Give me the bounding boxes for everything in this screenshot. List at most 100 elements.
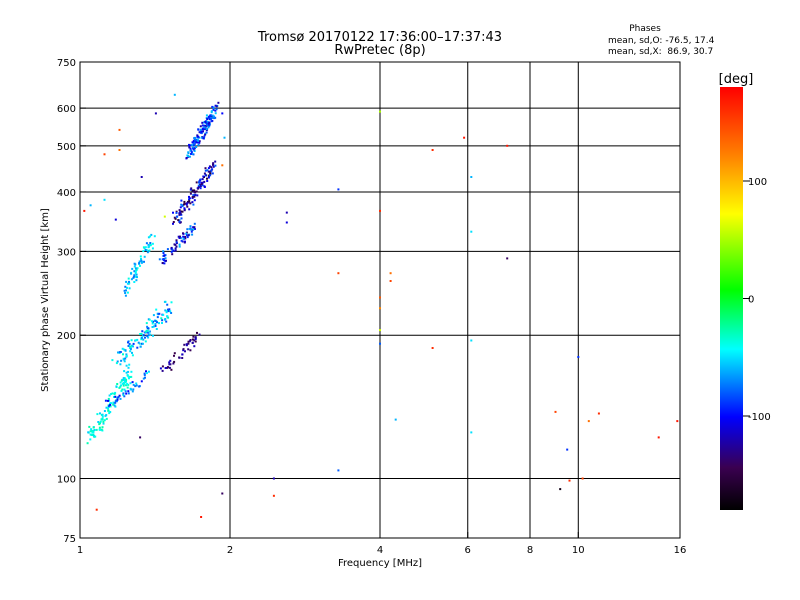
chart-header: Tromsø 20170122 17:36:00–17:37:43 RwPret… — [257, 30, 502, 58]
data-point — [155, 328, 158, 330]
data-point — [107, 405, 110, 408]
data-point — [389, 272, 392, 275]
data-point — [183, 241, 186, 244]
data-point — [178, 245, 181, 248]
data-point — [144, 249, 147, 251]
data-point — [90, 434, 93, 436]
data-point — [141, 330, 144, 333]
data-point — [394, 418, 397, 421]
data-point — [188, 146, 191, 149]
data-point — [379, 209, 381, 212]
data-point — [146, 335, 149, 338]
data-point — [109, 405, 112, 408]
data-point — [149, 333, 152, 336]
data-point — [192, 203, 195, 206]
data-point — [94, 435, 97, 438]
data-point — [187, 340, 190, 343]
data-point — [199, 125, 202, 128]
data-point — [676, 420, 679, 423]
data-point — [138, 342, 141, 345]
data-point — [136, 346, 139, 349]
data-point — [154, 323, 157, 326]
data-point — [89, 204, 92, 207]
data-point — [127, 390, 130, 393]
data-point — [130, 370, 133, 373]
data-point — [110, 402, 112, 405]
data-point — [187, 348, 190, 351]
data-point — [183, 343, 186, 346]
data-point — [205, 131, 208, 134]
data-point — [206, 124, 209, 127]
data-point — [165, 259, 167, 262]
data-point — [193, 194, 196, 197]
data-point — [186, 201, 189, 204]
data-point — [119, 381, 122, 384]
data-point — [147, 336, 150, 339]
data-point — [200, 136, 203, 139]
data-point — [147, 243, 150, 246]
data-point — [100, 428, 103, 431]
data-point — [115, 385, 118, 388]
data-point — [103, 419, 106, 422]
data-point — [180, 239, 183, 242]
data-point — [167, 308, 169, 311]
data-point — [130, 272, 133, 275]
data-point — [164, 257, 167, 260]
data-point — [104, 399, 107, 402]
data-point — [183, 209, 186, 212]
data-point — [200, 130, 203, 133]
data-point — [189, 147, 192, 150]
data-point — [188, 195, 190, 198]
x-tick-label: 2 — [227, 545, 233, 556]
data-point — [182, 349, 185, 352]
data-point — [103, 153, 106, 156]
data-point — [192, 144, 195, 147]
data-point — [198, 140, 201, 143]
data-point — [470, 431, 473, 434]
data-point — [597, 412, 600, 415]
data-point — [114, 400, 117, 403]
data-point — [203, 121, 205, 124]
data-point — [203, 185, 206, 188]
data-point — [192, 228, 195, 231]
data-point — [128, 376, 131, 378]
data-point — [181, 357, 184, 359]
data-point — [103, 198, 106, 201]
data-point — [113, 393, 116, 395]
data-point — [144, 246, 147, 249]
data-point — [217, 101, 220, 104]
data-point — [124, 349, 127, 352]
data-point — [192, 194, 195, 197]
colorbar-label: [deg] — [719, 72, 754, 87]
data-point — [215, 105, 218, 108]
data-point — [145, 372, 148, 375]
data-point — [108, 399, 111, 402]
data-point — [185, 203, 188, 206]
data-point — [657, 436, 660, 439]
data-point — [431, 149, 434, 151]
data-point — [193, 339, 196, 342]
data-point — [193, 150, 196, 152]
data-point — [145, 322, 148, 325]
data-point — [124, 292, 127, 294]
data-point — [92, 426, 95, 429]
data-point — [90, 428, 93, 431]
data-point — [151, 326, 154, 328]
data-point — [125, 289, 127, 292]
data-point — [143, 255, 146, 258]
data-point — [120, 359, 123, 362]
data-point — [197, 186, 200, 189]
data-point — [221, 112, 224, 115]
y-tick-label: 300 — [57, 247, 76, 258]
data-point — [147, 331, 150, 334]
data-point — [118, 351, 121, 354]
data-point — [195, 138, 198, 141]
data-point — [202, 130, 204, 133]
data-point — [161, 365, 164, 368]
data-point — [111, 392, 114, 395]
stats-line-x: mean, sd,X: 86.9, 30.7 — [608, 47, 713, 57]
data-point — [146, 329, 149, 332]
colorbar-tick-label: 0 — [748, 295, 754, 306]
data-point — [140, 258, 142, 260]
data-point — [195, 146, 197, 148]
